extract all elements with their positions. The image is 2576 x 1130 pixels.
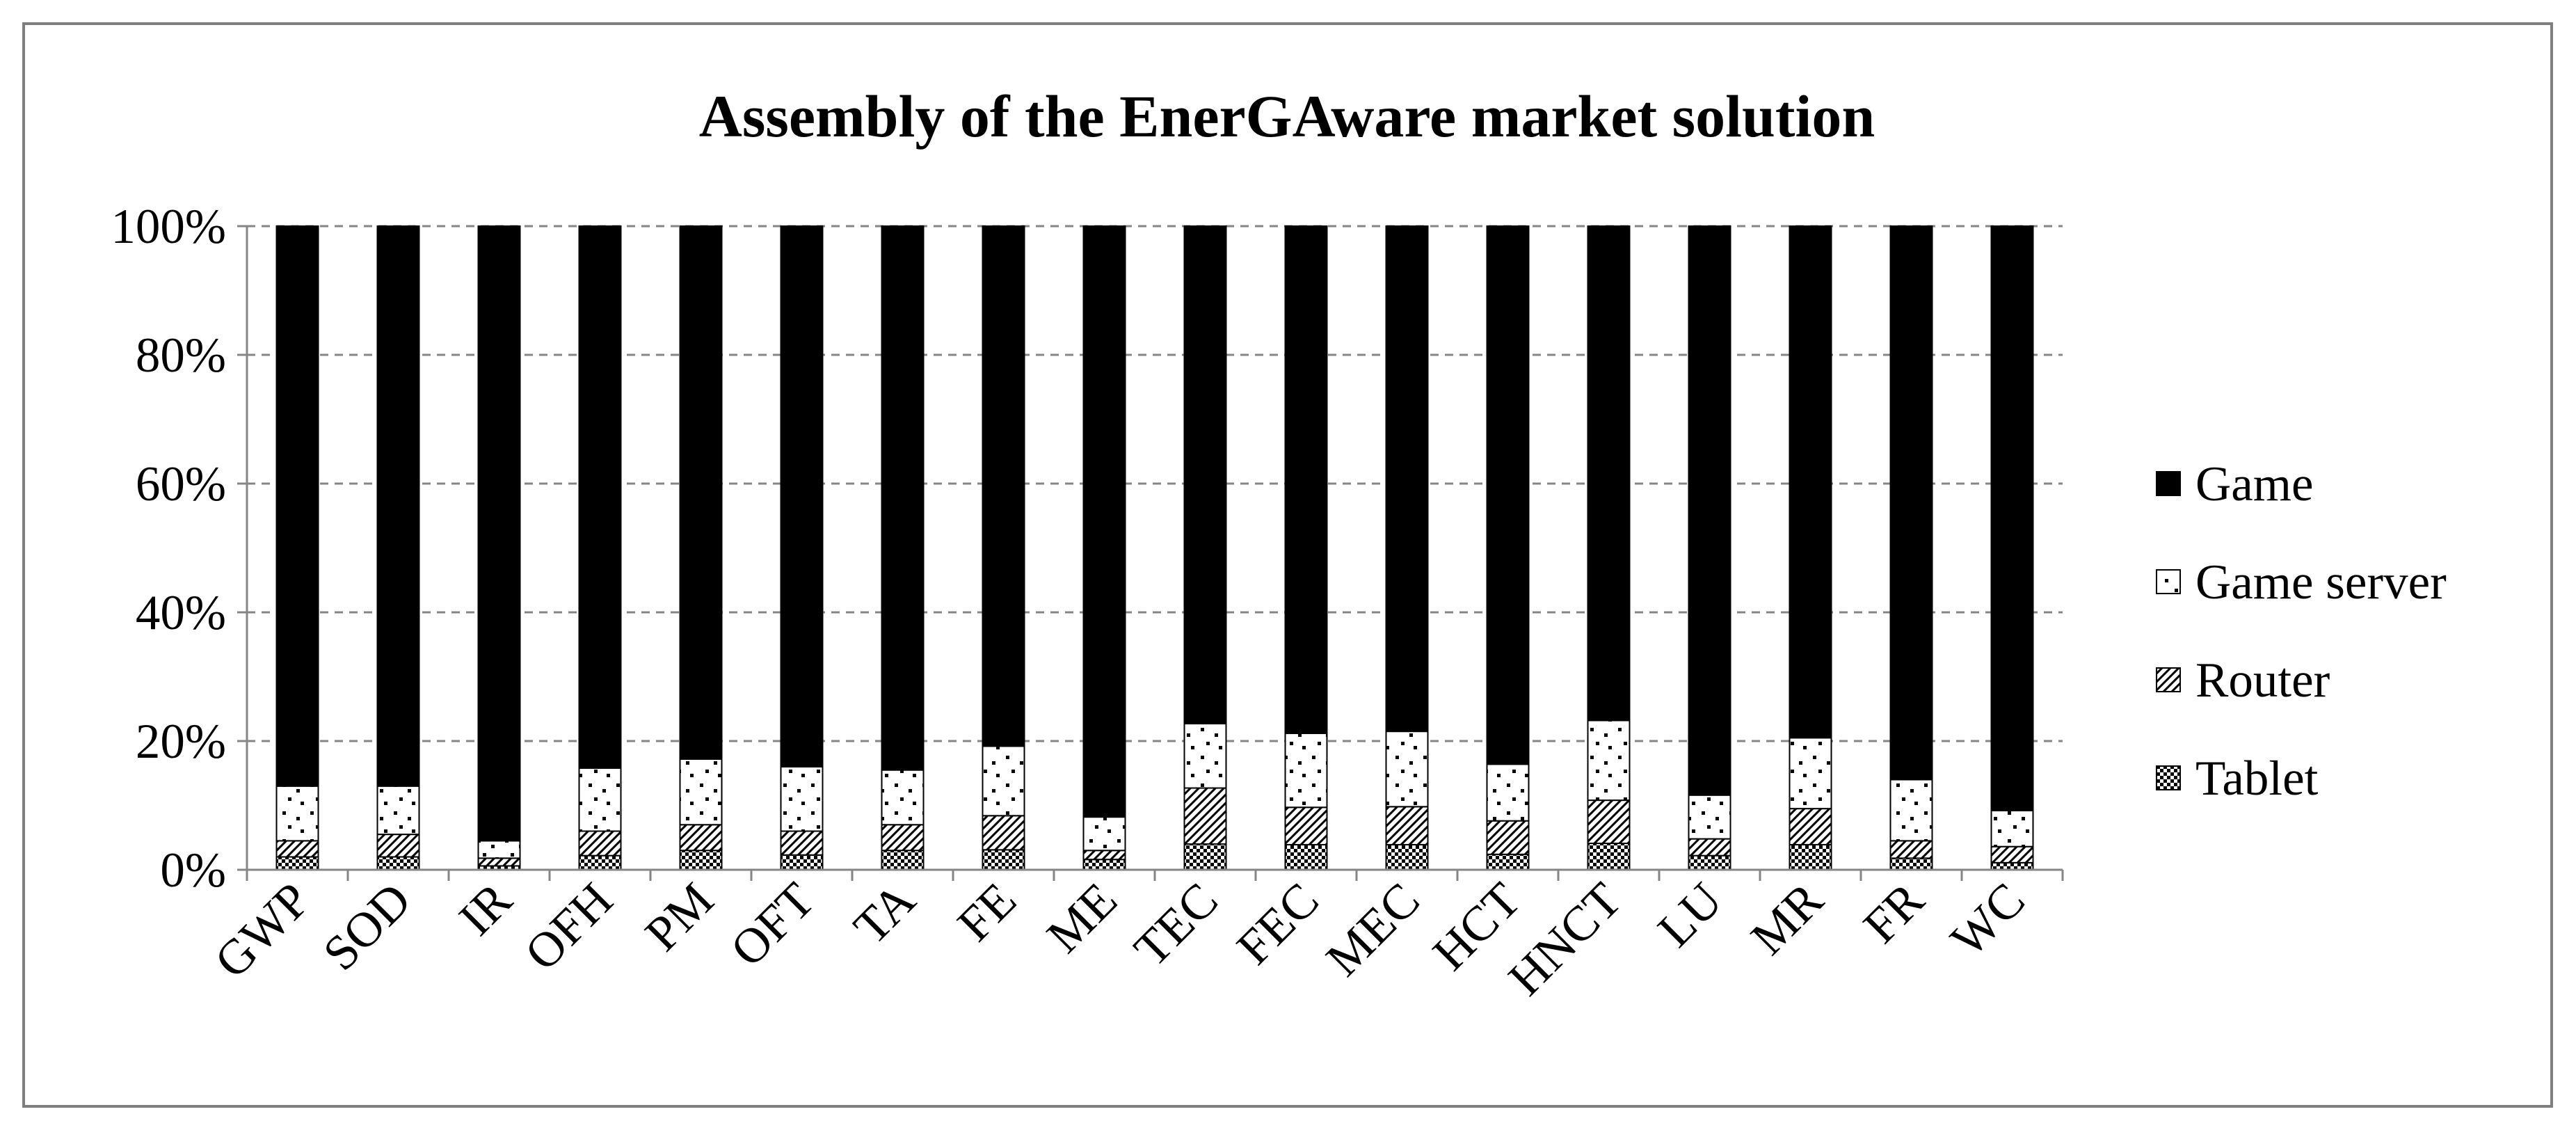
legend-swatch-game-server <box>2156 569 2181 594</box>
bar-mec-game <box>1385 225 1429 733</box>
bar-fec-game-server <box>1284 732 1328 809</box>
bar-hct-game <box>1486 225 1530 765</box>
bar-wc-tablet <box>1990 861 2034 870</box>
legend-label-game: Game <box>2195 457 2314 511</box>
bar-fec-tablet <box>1284 843 1328 871</box>
bar-lu-tablet <box>1688 854 1731 871</box>
bar-fe-game <box>982 225 1025 747</box>
bar-oft-tablet <box>780 854 824 870</box>
bar-wc-router <box>1990 845 2034 864</box>
bar-fr-tablet <box>1889 857 1933 870</box>
bar-gwp-game <box>275 225 319 787</box>
legend-swatch-game <box>2156 471 2181 496</box>
bar-fe-tablet <box>982 849 1025 870</box>
y-tick-label: 60% <box>136 457 226 511</box>
bar-ta-tablet <box>881 850 925 870</box>
bar-me-router <box>1082 850 1126 861</box>
bar-sod-game <box>376 225 420 787</box>
bar-ir-game <box>477 225 521 842</box>
bar-mr-game <box>1789 225 1832 739</box>
bar-mec-tablet <box>1385 843 1429 871</box>
y-tick-label: 20% <box>136 715 226 769</box>
axes <box>237 225 2064 881</box>
bar-fr-game <box>1889 225 1933 781</box>
bar-mr-game-server <box>1789 737 1832 810</box>
bar-ofh-tablet <box>578 854 622 871</box>
legend: Game Game server Router Tablet <box>2156 457 2447 806</box>
bar-oft-router <box>780 830 824 856</box>
bar-pm-router <box>679 824 723 852</box>
bar-fr-router <box>1889 840 1933 859</box>
legend-label-router: Router <box>2195 653 2330 708</box>
bar-mr-tablet <box>1789 843 1832 871</box>
bar-fe-router <box>982 815 1025 851</box>
y-tick-label: 100% <box>111 200 226 254</box>
bar-hnct-game-server <box>1587 719 1631 802</box>
bar-sod-tablet <box>376 856 420 870</box>
bar-hnct-tablet <box>1587 843 1631 870</box>
bar-hnct-router <box>1587 799 1631 845</box>
bar-hnct-game <box>1587 225 1631 722</box>
bar-tec-router <box>1183 787 1227 845</box>
bar-fec-game <box>1284 225 1328 734</box>
bar-hct-router <box>1486 820 1530 855</box>
bar-lu-game <box>1688 225 1731 796</box>
gridlines <box>247 225 2063 742</box>
bars <box>275 225 2034 871</box>
bar-tec-game-server <box>1183 723 1227 789</box>
bar-wc-game-server <box>1990 809 2034 848</box>
y-tick-label: 0% <box>160 843 226 898</box>
bar-sod-router <box>376 834 420 858</box>
bar-ofh-game-server <box>578 767 622 832</box>
bar-mr-router <box>1789 808 1832 845</box>
y-tick-labels: 0% 20% 40% 60% 80% 100% <box>111 200 226 898</box>
bar-gwp-game-server <box>275 785 319 842</box>
bar-fr-game-server <box>1889 779 1933 842</box>
bar-pm-game <box>679 225 723 760</box>
bar-hct-tablet <box>1486 853 1530 871</box>
bar-tec-tablet <box>1183 843 1227 870</box>
bar-mec-game-server <box>1385 731 1429 808</box>
bar-pm-tablet <box>679 850 723 870</box>
legend-swatch-tablet <box>2156 765 2181 790</box>
bar-ta-router <box>881 824 925 852</box>
bar-fe-game-server <box>982 745 1025 817</box>
bar-ta-game <box>881 225 925 771</box>
bar-hct-game-server <box>1486 763 1530 822</box>
bar-tec-game <box>1183 225 1227 725</box>
bar-oft-game-server <box>780 766 824 832</box>
bar-gwp-router <box>275 840 319 858</box>
bar-me-game-server <box>1082 816 1126 852</box>
bar-ta-game-server <box>881 769 925 826</box>
bar-sod-game-server <box>376 785 420 836</box>
bar-fec-router <box>1284 806 1328 845</box>
bar-lu-game-server <box>1688 794 1731 840</box>
legend-swatch-router <box>2156 667 2181 692</box>
bar-gwp-tablet <box>275 856 319 870</box>
bar-ofh-game <box>578 225 622 769</box>
legend-label-tablet: Tablet <box>2195 751 2319 806</box>
bar-me-game <box>1082 225 1126 818</box>
bar-ir-game-server <box>477 840 521 859</box>
y-tick-label: 40% <box>136 586 226 640</box>
y-tick-label: 80% <box>136 328 226 383</box>
bar-pm-game-server <box>679 758 723 826</box>
bar-ir-router <box>477 857 521 867</box>
legend-label-game-server: Game server <box>2195 555 2447 610</box>
bar-ofh-router <box>578 830 622 857</box>
bar-wc-game <box>1990 225 2034 811</box>
bar-lu-router <box>1688 838 1731 857</box>
bar-me-tablet <box>1082 859 1126 870</box>
chart-title: Assembly of the EnerGAware market soluti… <box>699 83 1875 150</box>
bar-mec-router <box>1385 806 1429 845</box>
bar-oft-game <box>780 225 824 767</box>
